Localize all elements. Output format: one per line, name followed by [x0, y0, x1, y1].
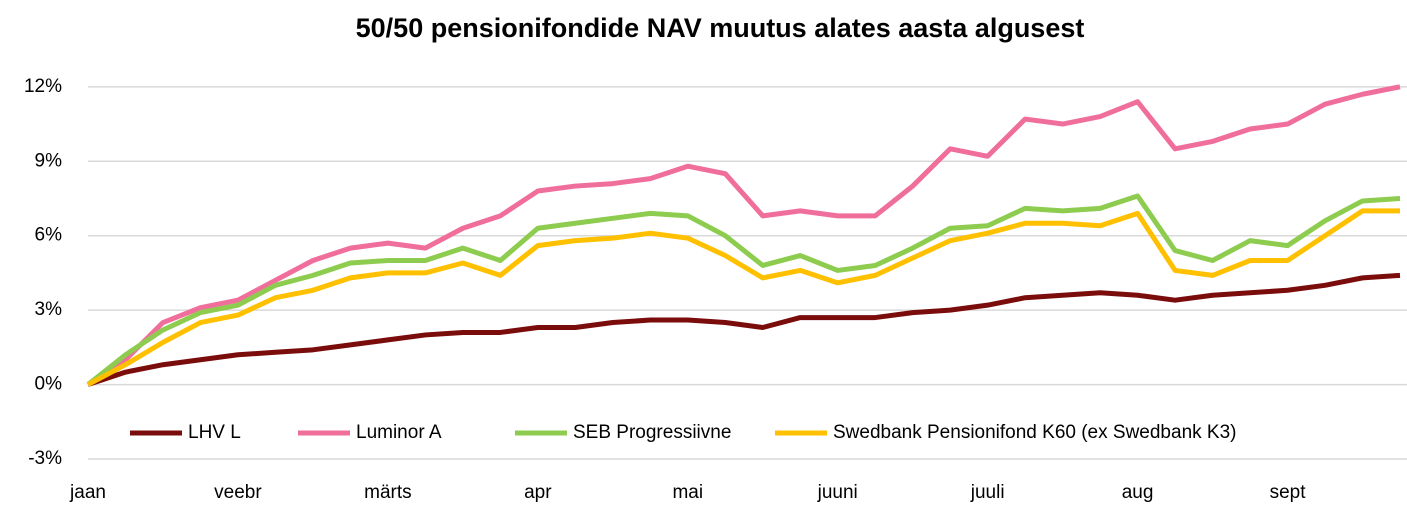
y-tick-label: 12% — [24, 76, 62, 97]
y-tick-label: 0% — [35, 374, 63, 395]
x-tick-label: sept — [1270, 482, 1307, 503]
series-line — [86, 84, 1401, 387]
x-tick-label: aug — [1122, 482, 1154, 503]
series-line — [86, 208, 1400, 387]
x-tick-label: apr — [524, 482, 552, 503]
x-tick-label: jaan — [69, 482, 106, 503]
series-line — [87, 272, 1401, 387]
x-tick-label: juuli — [970, 482, 1005, 503]
y-tick-label: 3% — [35, 299, 63, 320]
legend-label: Luminor A — [356, 422, 442, 443]
legend-label: SEB Progressiivne — [573, 422, 731, 443]
x-tick-label: juuni — [817, 482, 858, 503]
y-tick-label: 9% — [35, 150, 63, 171]
y-tick-label: 6% — [35, 225, 63, 246]
legend-label: LHV L — [188, 422, 241, 443]
x-tick-label: mai — [672, 482, 703, 503]
series-line — [86, 193, 1401, 387]
x-tick-label: veebr — [214, 482, 262, 503]
chart-title: 50/50 pensionifondide NAV muutus alates … — [356, 13, 1085, 43]
legend-label: Swedbank Pensionifond K60 (ex Swedbank K… — [833, 422, 1236, 443]
x-tick-label: märts — [364, 482, 412, 503]
y-tick-label: -3% — [28, 448, 62, 469]
